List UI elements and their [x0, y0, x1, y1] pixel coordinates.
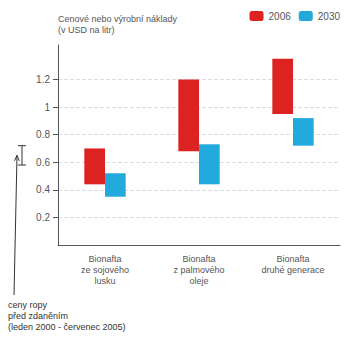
svg-text:(v USD na litr): (v USD na litr): [58, 25, 115, 35]
svg-text:ceny ropy: ceny ropy: [8, 300, 48, 310]
svg-text:oleje: oleje: [189, 276, 208, 286]
svg-text:lusku: lusku: [94, 276, 115, 286]
svg-text:Bionafta: Bionafta: [182, 254, 215, 264]
svg-text:ze sojového: ze sojového: [81, 265, 129, 275]
svg-text:z palmového: z palmového: [173, 265, 224, 275]
svg-text:Bionafta: Bionafta: [88, 254, 121, 264]
svg-text:Bionafta: Bionafta: [276, 254, 309, 264]
svg-text:1.2: 1.2: [36, 74, 50, 85]
svg-text:1: 1: [44, 102, 50, 113]
svg-text:0.4: 0.4: [36, 184, 50, 195]
svg-text:0.6: 0.6: [36, 157, 50, 168]
svg-text:Cenové nebo výrobní náklady: Cenové nebo výrobní náklady: [58, 14, 178, 24]
svg-text:2006: 2006: [269, 11, 292, 22]
svg-text:(leden 2000 - červenec 2005): (leden 2000 - červenec 2005): [8, 322, 126, 332]
svg-text:druhé generace: druhé generace: [261, 265, 324, 275]
svg-text:2030: 2030: [318, 11, 341, 22]
svg-text:0.8: 0.8: [36, 129, 50, 140]
svg-text:0.2: 0.2: [36, 212, 50, 223]
svg-text:před zdaněním: před zdaněním: [8, 311, 68, 321]
